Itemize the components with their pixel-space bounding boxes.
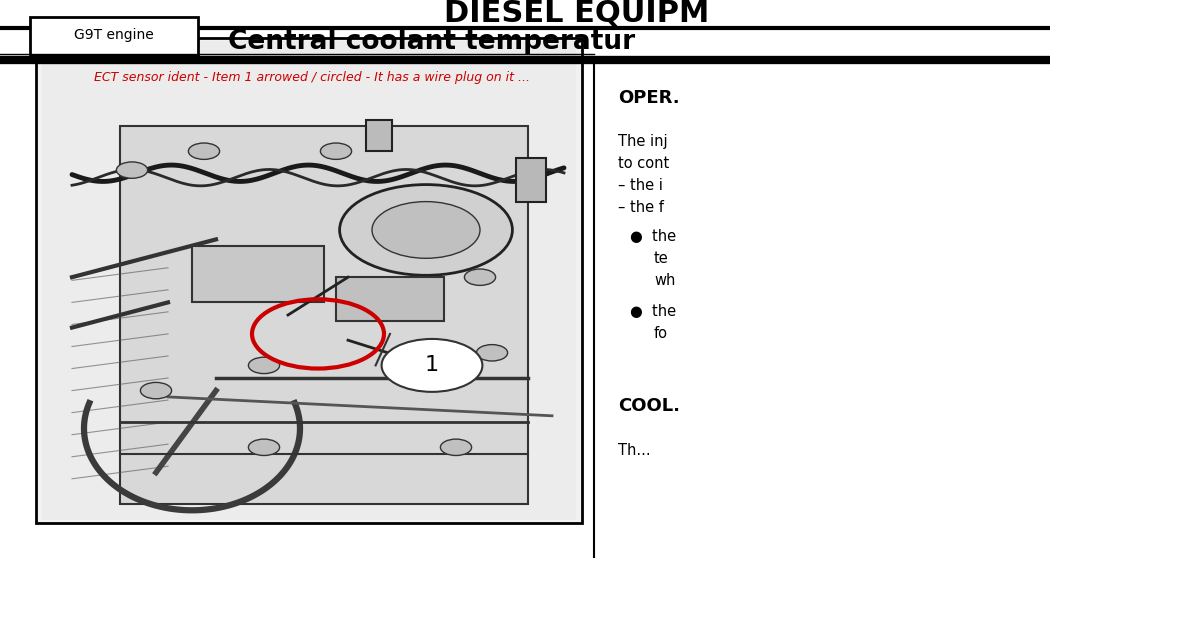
- Text: to cont: to cont: [618, 156, 670, 171]
- Text: ●  the: ● the: [630, 304, 676, 319]
- Bar: [36, 38, 582, 523]
- Circle shape: [372, 202, 480, 258]
- Circle shape: [116, 162, 148, 178]
- Bar: [42, 41, 576, 520]
- Bar: [120, 126, 528, 504]
- Text: G9T engine: G9T engine: [74, 28, 154, 42]
- Bar: [192, 246, 324, 302]
- Text: wh: wh: [654, 273, 676, 288]
- Text: ECT sensor ident - Item 1 arrowed / circled - It has a wire plug on it ...: ECT sensor ident - Item 1 arrowed / circ…: [94, 71, 530, 84]
- Circle shape: [248, 357, 280, 374]
- Circle shape: [340, 185, 512, 275]
- Text: Th...: Th...: [618, 443, 650, 458]
- Text: The inj: The inj: [618, 134, 667, 149]
- Circle shape: [476, 345, 508, 361]
- Circle shape: [320, 143, 352, 159]
- Circle shape: [248, 439, 280, 455]
- Bar: [0, 558, 1200, 630]
- Text: Central coolant temperatur: Central coolant temperatur: [228, 28, 635, 55]
- Text: ●  the: ● the: [630, 229, 676, 244]
- Circle shape: [464, 269, 496, 285]
- Bar: [1050, 0, 1200, 630]
- Bar: [336, 277, 444, 321]
- Text: OPER.: OPER.: [618, 89, 679, 106]
- Circle shape: [440, 439, 472, 455]
- Text: DIESEL EQUIPM: DIESEL EQUIPM: [444, 0, 709, 28]
- Text: 1: 1: [425, 355, 439, 375]
- Text: – the f: – the f: [618, 200, 664, 215]
- Circle shape: [188, 143, 220, 159]
- Bar: [516, 158, 546, 202]
- Text: COOL.: COOL.: [618, 398, 680, 415]
- Circle shape: [140, 382, 172, 399]
- FancyBboxPatch shape: [30, 17, 198, 55]
- Text: te: te: [654, 251, 668, 266]
- Circle shape: [382, 339, 482, 392]
- Text: fo: fo: [654, 326, 668, 341]
- Text: – the i: – the i: [618, 178, 662, 193]
- Bar: [366, 120, 392, 151]
